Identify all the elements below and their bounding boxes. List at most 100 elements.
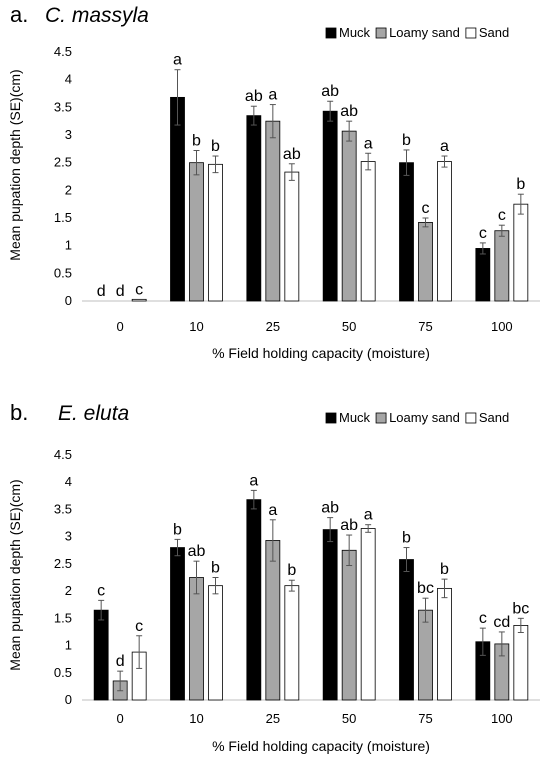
significance-label: a: [249, 472, 258, 489]
y-tick-label: 2.5: [54, 155, 72, 170]
significance-label: ab: [245, 88, 263, 105]
significance-label: a: [440, 138, 449, 155]
significance-label: b: [192, 132, 201, 149]
bar: [131, 298, 147, 302]
legend-label: Sand: [479, 25, 509, 40]
legend-label: Muck: [339, 410, 371, 425]
bar: [341, 130, 357, 302]
significance-label: a: [268, 502, 277, 519]
significance-label: b: [173, 521, 182, 538]
panel-letter: b.: [10, 400, 28, 425]
significance-label: ab: [321, 500, 339, 517]
bar: [360, 161, 376, 302]
significance-label: bc: [417, 580, 434, 597]
legend-label: Muck: [339, 25, 371, 40]
significance-label: b: [402, 132, 411, 149]
bar: [437, 161, 452, 302]
significance-label: a: [268, 87, 277, 104]
bar: [284, 171, 300, 302]
legend-label: Loamy sand: [389, 410, 460, 425]
significance-label: d: [116, 653, 125, 670]
y-tick-label: 2: [65, 182, 72, 197]
x-tick-label: 50: [342, 711, 356, 726]
bar: [513, 203, 529, 302]
significance-label: b: [402, 530, 411, 547]
y-tick-label: 1.5: [54, 610, 72, 625]
y-tick-label: 3: [65, 127, 72, 142]
significance-label: c: [97, 582, 105, 599]
x-tick-label: 10: [189, 319, 203, 334]
bar: [399, 162, 414, 302]
bar: [93, 609, 109, 701]
y-tick-label: 4: [65, 474, 72, 489]
y-tick-label: 2: [65, 583, 72, 598]
bar: [494, 230, 510, 302]
y-tick-label: 1.5: [54, 210, 72, 225]
significance-label: b: [516, 176, 525, 193]
y-tick-label: 2.5: [54, 556, 72, 571]
significance-label: a: [364, 507, 373, 524]
y-tick-label: 4: [65, 72, 72, 87]
x-tick-label: 100: [491, 319, 513, 334]
bar: [322, 110, 338, 302]
bar: [322, 529, 338, 701]
significance-label: d: [116, 283, 125, 300]
bar: [170, 96, 185, 302]
significance-label: bc: [512, 600, 529, 617]
legend-swatch: [325, 412, 337, 424]
significance-label: b: [211, 138, 220, 155]
y-tick-label: 3.5: [54, 501, 72, 516]
chart-title: E. eluta: [58, 402, 129, 425]
significance-label: ab: [283, 146, 301, 163]
bar: [170, 547, 185, 701]
significance-label: c: [479, 225, 487, 242]
x-tick-label: 0: [117, 711, 124, 726]
legend-label: Sand: [479, 410, 509, 425]
bar: [208, 585, 223, 701]
bar: [418, 609, 433, 701]
x-tick-label: 25: [266, 711, 280, 726]
legend-swatch: [465, 27, 477, 39]
significance-label: c: [135, 281, 143, 298]
bar: [189, 162, 204, 302]
legend-swatch: [325, 27, 337, 39]
y-tick-label: 0.5: [54, 265, 72, 280]
bar: [341, 549, 357, 701]
significance-label: ab: [340, 517, 358, 534]
x-axis-title: % Field holding capacity (moisture): [212, 738, 430, 754]
significance-label: b: [440, 561, 449, 578]
x-tick-label: 0: [117, 319, 124, 334]
y-axis-title: Mean pupation depth (SE)(cm): [7, 69, 23, 260]
significance-label: c: [498, 207, 506, 224]
legend-swatch: [375, 27, 387, 39]
bar: [246, 115, 262, 302]
y-tick-label: 0: [65, 692, 72, 707]
y-tick-label: 0.5: [54, 665, 72, 680]
bar: [246, 499, 262, 701]
significance-label: b: [211, 560, 220, 577]
y-tick-label: 4.5: [54, 447, 72, 462]
y-tick-label: 0: [65, 293, 72, 308]
significance-label: d: [97, 283, 106, 300]
x-tick-label: 100: [491, 711, 513, 726]
legend-label: Loamy sand: [389, 25, 460, 40]
significance-label: c: [479, 610, 487, 627]
bar: [265, 540, 281, 701]
significance-label: ab: [188, 543, 206, 560]
significance-label: ab: [321, 83, 339, 100]
bar: [437, 587, 452, 701]
bar: [189, 577, 204, 701]
significance-label: ab: [340, 103, 358, 120]
legend-swatch: [465, 412, 477, 424]
y-tick-label: 3.5: [54, 99, 72, 114]
bar: [418, 222, 433, 302]
x-tick-label: 10: [189, 711, 203, 726]
bar: [399, 559, 414, 701]
x-tick-label: 75: [418, 319, 432, 334]
significance-label: c: [422, 200, 430, 217]
x-tick-label: 50: [342, 319, 356, 334]
bar: [360, 528, 376, 701]
significance-label: c: [135, 618, 143, 635]
significance-label: b: [287, 562, 296, 579]
